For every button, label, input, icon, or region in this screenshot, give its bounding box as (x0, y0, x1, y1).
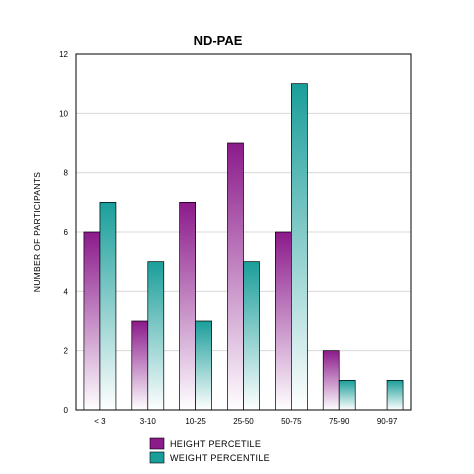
y-tick-label: 4 (64, 287, 69, 296)
bar-weight (99, 201, 117, 411)
bar-height (322, 350, 340, 411)
legend-label-weight: WEIGHT PERCENTILE (170, 453, 270, 463)
legend-swatch-height (149, 437, 165, 450)
bar-weight (338, 379, 356, 411)
bar-weight (147, 261, 165, 411)
x-tick-label: < 3 (94, 417, 106, 426)
y-axis-ticks: 0 2 4 6 8 10 12 (59, 50, 68, 415)
legend: HEIGHT PERCETILE WEIGHT PERCENTILE (149, 437, 270, 464)
legend-swatch-weight (149, 451, 165, 464)
chart-title: ND-PAE (194, 33, 243, 48)
x-axis-ticks: < 3 3-10 10-25 25-50 50-75 75-90 90-97 (94, 417, 398, 426)
y-tick-label: 8 (64, 169, 69, 178)
bars (83, 83, 404, 411)
y-tick-label: 10 (59, 109, 68, 118)
plot-frame (75, 53, 412, 411)
legend-label-height: HEIGHT PERCETILE (170, 439, 261, 449)
y-axis-label: NUMBER OF PARTICIPANTS (32, 172, 42, 292)
bar-height (275, 231, 292, 411)
x-tick-label: 3-10 (140, 417, 157, 426)
bar-weight (243, 261, 260, 411)
bar-weight (291, 83, 308, 411)
bar-weight (386, 379, 404, 411)
x-tick-label: 10-25 (185, 417, 206, 426)
y-tick-label: 2 (64, 347, 69, 356)
bar-weight (195, 320, 212, 411)
x-tick-label: 50-75 (281, 417, 302, 426)
y-tick-label: 6 (64, 228, 69, 237)
y-tick-label: 12 (59, 50, 68, 59)
bar-height (131, 320, 149, 411)
bar-height (83, 231, 101, 411)
x-tick-label: 25-50 (233, 417, 254, 426)
bar-height (227, 142, 244, 411)
x-tick-label: 75-90 (329, 417, 350, 426)
y-tick-label: 0 (64, 406, 69, 415)
bar-height (179, 201, 196, 411)
x-tick-label: 90-97 (377, 417, 398, 426)
